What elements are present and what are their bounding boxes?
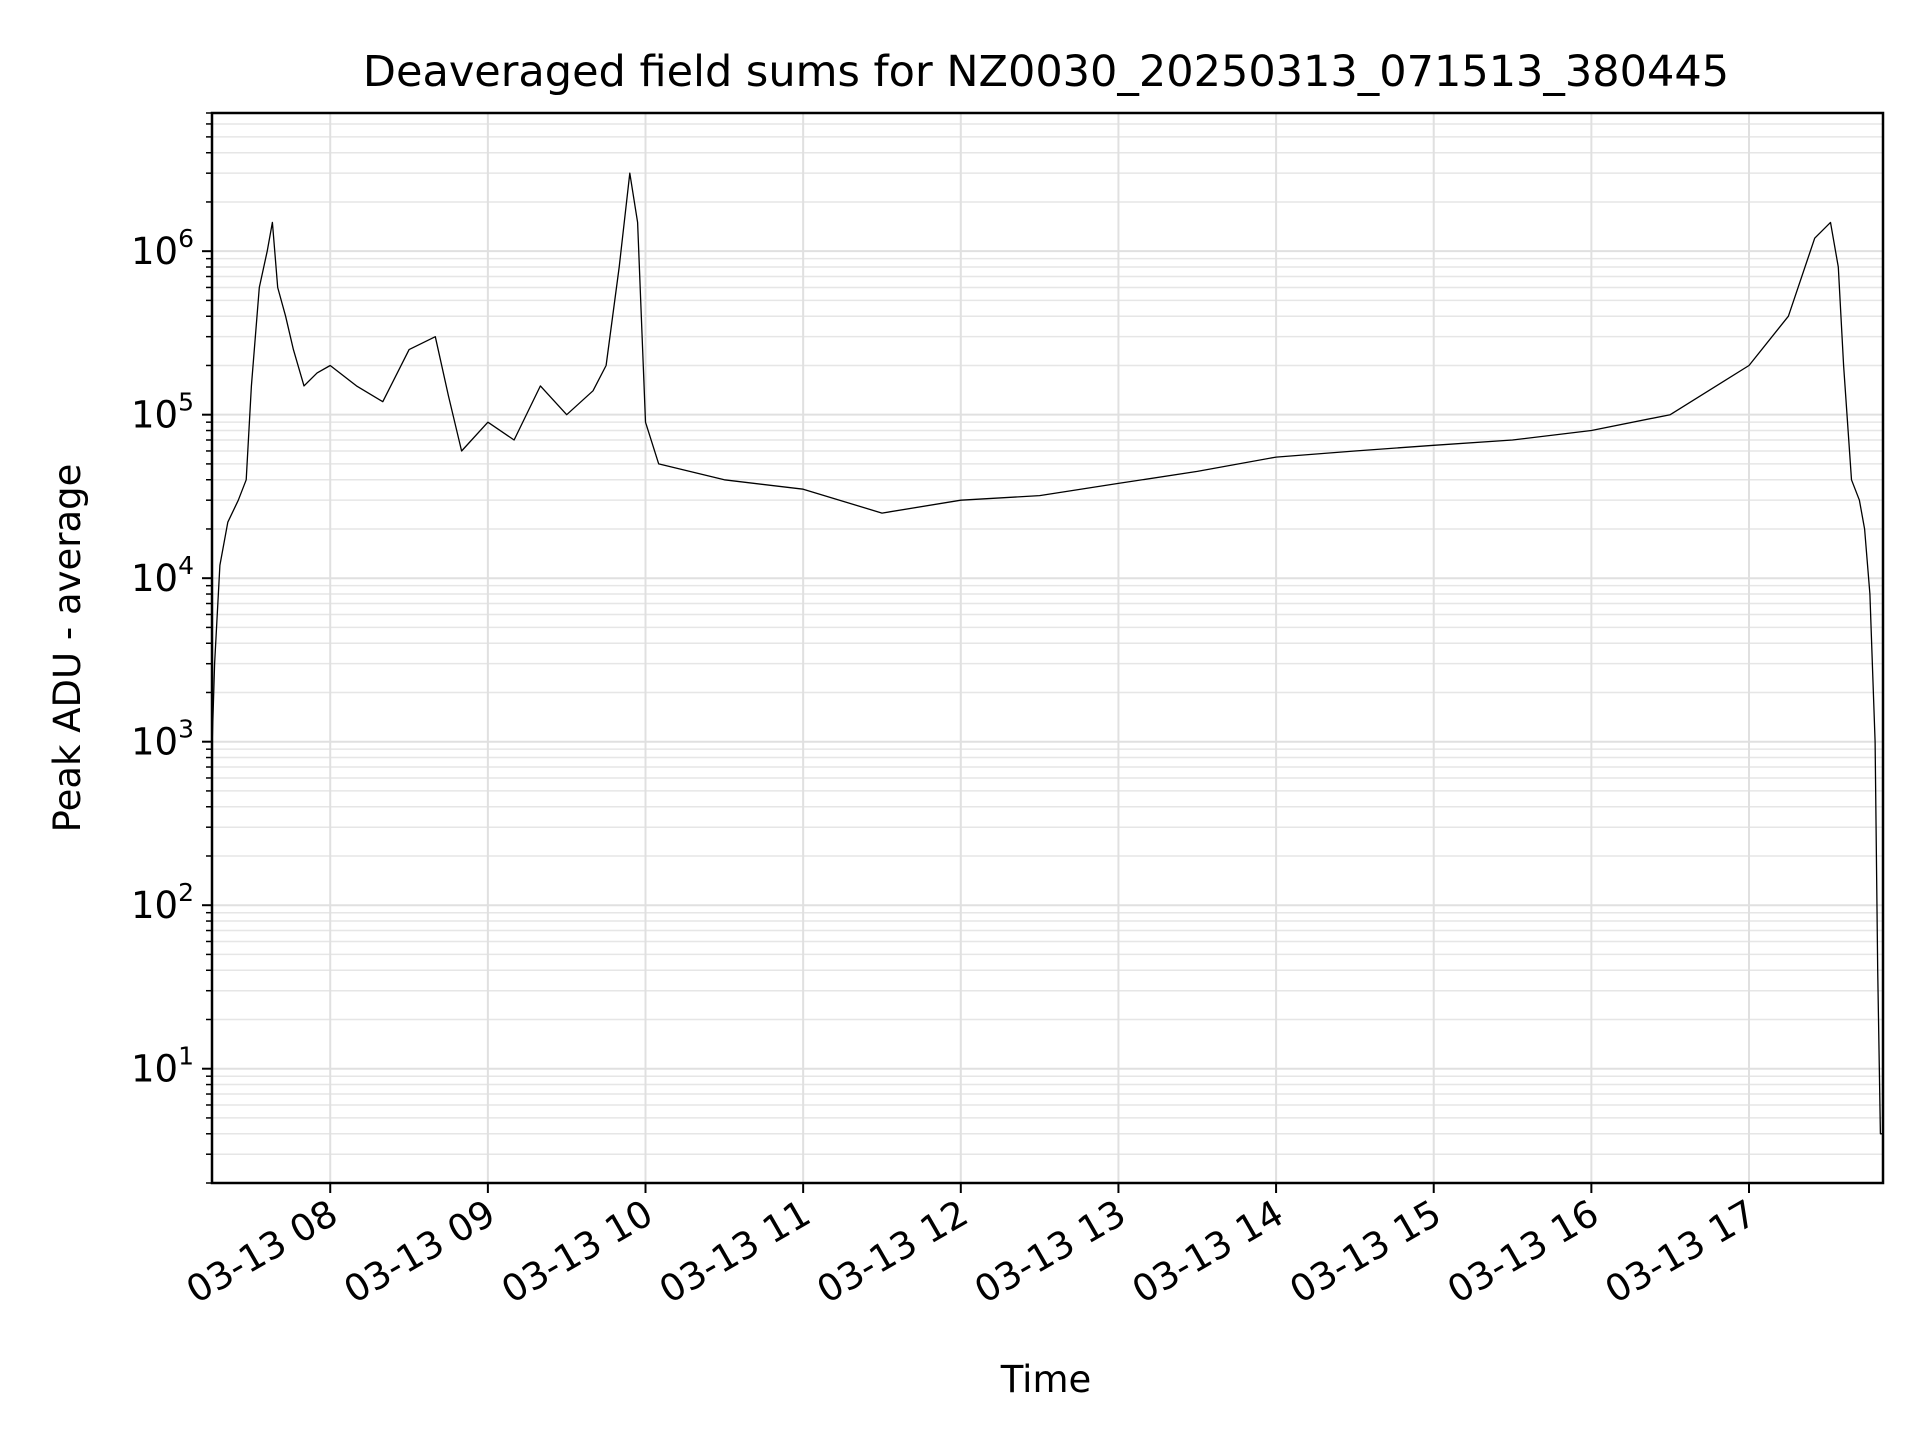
y-tick-label: 103 (131, 715, 194, 764)
y-tick-labels: 101 102 103 104 105 106 (131, 224, 194, 1091)
y-tick-label: 104 (131, 551, 194, 600)
x-tick-label: 03-13 13 (967, 1192, 1133, 1312)
x-axis-label: Time (1000, 1358, 1092, 1401)
series-layer (211, 172, 1883, 1135)
x-tick-label: 03-13 17 (1598, 1192, 1764, 1312)
axis-ticks (202, 112, 1751, 1193)
series-line (211, 172, 1883, 1135)
plot-frame (210, 111, 1885, 1185)
y-tick-label: 101 (131, 1042, 194, 1091)
x-tick-label: 03-13 10 (494, 1192, 660, 1312)
grid-lines (212, 112, 1883, 1184)
x-tick-label: 03-13 08 (179, 1192, 345, 1312)
x-tick-label: 03-13 12 (810, 1192, 976, 1312)
x-tick-label: 03-13 11 (652, 1192, 818, 1312)
x-tick-label: 03-13 15 (1283, 1192, 1449, 1312)
x-tick-label: 03-13 09 (337, 1192, 503, 1312)
y-tick-label: 102 (131, 878, 194, 927)
chart-title: Deaveraged field sums for NZ0030_2025031… (363, 47, 1729, 97)
y-tick-label: 106 (131, 224, 194, 273)
y-axis-label: Peak ADU - average (46, 464, 89, 833)
x-tick-label: 03-13 16 (1440, 1192, 1606, 1312)
y-tick-label: 105 (131, 388, 194, 437)
x-tick-label: 03-13 14 (1125, 1192, 1291, 1312)
